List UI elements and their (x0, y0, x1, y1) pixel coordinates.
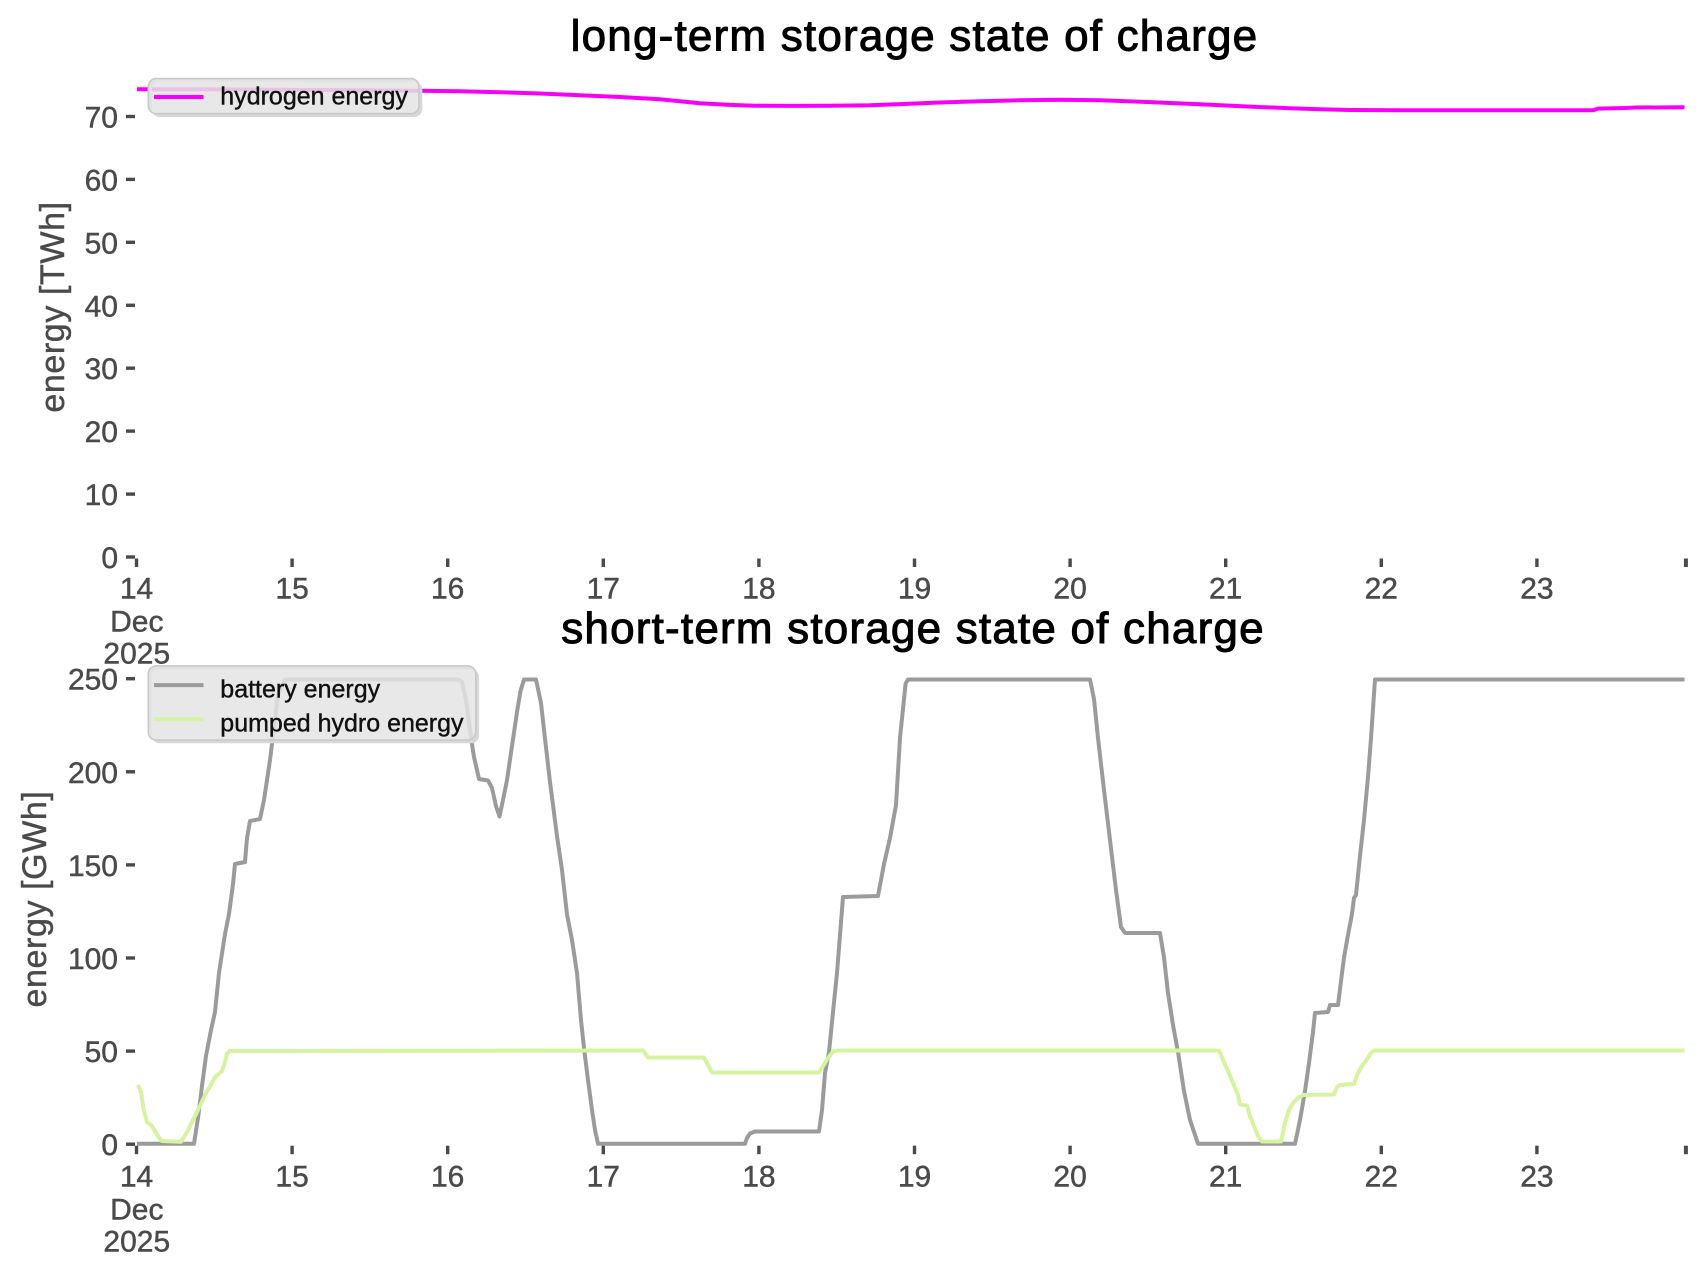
svg-text:19: 19 (898, 573, 931, 606)
svg-text:200: 200 (68, 757, 118, 790)
svg-text:23: 23 (1520, 1161, 1553, 1194)
svg-text:23: 23 (1520, 573, 1553, 606)
svg-text:hydrogen energy: hydrogen energy (220, 82, 408, 110)
svg-text:0: 0 (101, 1129, 118, 1162)
svg-text:50: 50 (85, 1036, 118, 1069)
svg-text:2025: 2025 (103, 638, 170, 671)
svg-text:20: 20 (85, 416, 118, 449)
svg-text:19: 19 (898, 1161, 931, 1194)
svg-text:22: 22 (1365, 573, 1398, 606)
svg-text:21: 21 (1209, 1161, 1242, 1194)
svg-text:battery energy: battery energy (220, 675, 380, 703)
svg-text:18: 18 (742, 573, 775, 606)
svg-text:50: 50 (85, 227, 118, 260)
svg-text:20: 20 (1053, 1161, 1086, 1194)
svg-text:100: 100 (68, 943, 118, 976)
svg-text:15: 15 (275, 1161, 308, 1194)
svg-text:Dec: Dec (110, 1194, 163, 1227)
svg-text:16: 16 (431, 1161, 464, 1194)
svg-text:17: 17 (587, 1161, 620, 1194)
svg-text:pumped hydro energy: pumped hydro energy (220, 709, 464, 737)
svg-text:long-term storage state of cha: long-term storage state of charge (571, 12, 1259, 61)
svg-text:16: 16 (431, 573, 464, 606)
svg-text:0: 0 (101, 542, 118, 575)
svg-text:40: 40 (85, 290, 118, 323)
svg-text:70: 70 (85, 102, 118, 135)
svg-text:17: 17 (587, 573, 620, 606)
svg-text:energy [TWh]: energy [TWh] (34, 201, 72, 412)
svg-text:2025: 2025 (103, 1226, 170, 1259)
svg-text:22: 22 (1365, 1161, 1398, 1194)
svg-text:Dec: Dec (110, 606, 163, 639)
svg-text:60: 60 (85, 164, 118, 197)
svg-text:short-term storage state of ch: short-term storage state of charge (561, 604, 1265, 653)
svg-text:150: 150 (68, 850, 118, 883)
svg-text:energy [GWh]: energy [GWh] (16, 791, 54, 1008)
svg-text:10: 10 (85, 479, 118, 512)
svg-text:14: 14 (120, 573, 153, 606)
svg-text:30: 30 (85, 353, 118, 386)
svg-text:250: 250 (68, 664, 118, 697)
svg-text:14: 14 (120, 1161, 153, 1194)
svg-text:20: 20 (1053, 573, 1086, 606)
svg-text:18: 18 (742, 1161, 775, 1194)
svg-text:21: 21 (1209, 573, 1242, 606)
svg-text:15: 15 (275, 573, 308, 606)
